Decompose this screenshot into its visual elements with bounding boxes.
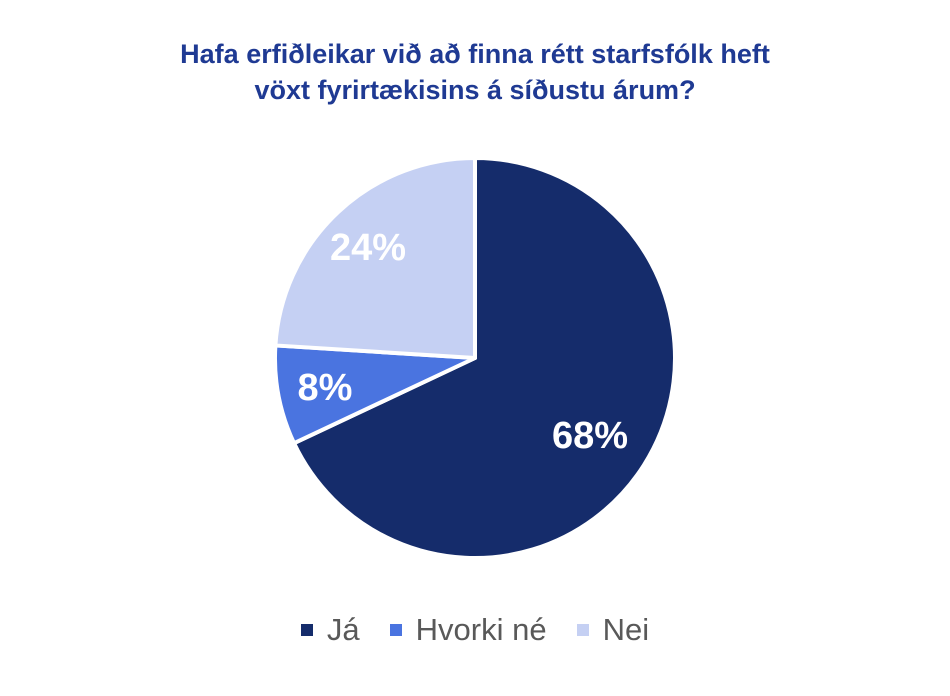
pie-slices	[273, 156, 677, 560]
data-label-hvorki-ne: 8%	[298, 367, 353, 409]
legend: Já Hvorki né Nei	[0, 612, 950, 648]
legend-swatch-nei	[576, 624, 589, 636]
legend-label-ja: Já	[326, 612, 360, 647]
legend-item-nei: Nei	[576, 612, 650, 648]
legend-label-hvorki-ne: Hvorki né	[415, 612, 547, 647]
data-label-ja: 68%	[552, 415, 628, 457]
pie-slice-ja	[292, 156, 677, 560]
legend-swatch-ja	[300, 624, 313, 636]
chart-title-line-1: Hafa erfiðleikar við að finna rétt starf…	[180, 39, 770, 69]
data-label-nei: 24%	[330, 227, 406, 269]
legend-swatch-hvorki-ne	[389, 624, 402, 636]
legend-item-ja: Já	[300, 612, 360, 648]
legend-label-nei: Nei	[602, 612, 650, 647]
chart-title: Hafa erfiðleikar við að finna rétt starf…	[0, 36, 950, 108]
chart-title-line-2: vöxt fyrirtækisins á síðustu árum?	[254, 75, 696, 105]
legend-item-hvorki-ne: Hvorki né	[389, 612, 547, 648]
pie-labels: 68% 8% 24%	[298, 227, 628, 457]
pie-slice-nei	[273, 156, 477, 360]
